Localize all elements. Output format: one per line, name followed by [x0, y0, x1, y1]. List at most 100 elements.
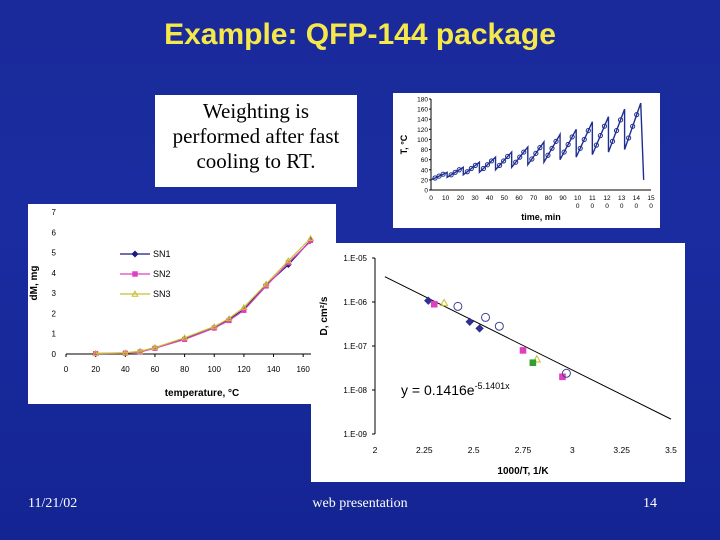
- temperature-marker: [609, 138, 616, 144]
- temperature-marker: [517, 154, 523, 160]
- x-tick-label: 20: [91, 365, 100, 374]
- series-marker-SN3: [262, 280, 270, 287]
- temperature-marker: [581, 136, 587, 143]
- data-point: [439, 298, 449, 307]
- y-tick-label: 60: [421, 157, 429, 164]
- x-tick-label: 2.5: [468, 445, 480, 455]
- temperature-time-chart: 0 20 40 60 80 100 120 140 160 180 0 10 20 30 40 50 60 70 8…: [393, 93, 660, 228]
- series-marker-SN3: [136, 347, 144, 354]
- series-marker-SN3: [307, 234, 315, 241]
- note-line: Weighting is: [202, 99, 310, 123]
- mass-gain-chart: 0 1 2 3 4 5 6 7 0 20 40 60 80 100 120 140 160 temperature…: [28, 204, 336, 404]
- note-box: Weighting is performed after fast coolin…: [155, 95, 357, 187]
- temperature-marker: [505, 153, 511, 160]
- y-tick-label: 40: [421, 167, 429, 174]
- footer-date: 11/21/02: [28, 496, 78, 511]
- x-tick-label: 60: [150, 365, 159, 374]
- x-tick-label: 160: [296, 365, 310, 374]
- temperature-marker: [545, 152, 551, 158]
- temperature-marker: [577, 145, 583, 151]
- data-point: [453, 301, 463, 311]
- x-axis-label: temperature, °C: [165, 388, 240, 399]
- series-marker-SN3: [240, 303, 248, 310]
- legend-marker-SN1: [131, 250, 139, 258]
- legend-label: SN3: [153, 289, 171, 299]
- temperature-marker: [626, 135, 632, 141]
- y-tick-label: 5: [52, 249, 57, 258]
- temperature-marker: [513, 159, 519, 165]
- y-tick-label: 6: [52, 228, 57, 237]
- x-tick-label: 70: [530, 195, 538, 202]
- y-tick-label: 1.E-09: [343, 430, 367, 439]
- x-tick-label: 15 0: [647, 195, 655, 210]
- data-point: [475, 324, 484, 333]
- y-tick-label: 1.E-08: [343, 386, 367, 395]
- series-line-SN1: [95, 239, 312, 355]
- x-tick-label: 2.25: [416, 445, 433, 455]
- legend-marker-SN2: [132, 271, 138, 277]
- note-line: performed after fast: [172, 124, 340, 148]
- data-point: [519, 347, 527, 354]
- data-point: [424, 296, 433, 305]
- temperature-marker: [488, 158, 495, 164]
- data-point: [481, 312, 491, 322]
- x-tick-label: 140: [267, 365, 281, 374]
- x-tick-label: 11 0: [589, 195, 596, 210]
- x-tick-label: 60: [515, 195, 523, 202]
- temperature-marker: [484, 162, 491, 168]
- x-tick-label: 13 0: [618, 195, 626, 210]
- legend-label: SN2: [153, 269, 171, 279]
- series-marker-SN3: [225, 314, 233, 322]
- series-marker-SN2: [308, 238, 314, 244]
- series-marker-SN3: [210, 322, 218, 330]
- temperature-marker: [464, 169, 470, 175]
- y-tick-label: 0: [424, 188, 428, 195]
- y-tick-label: 0: [52, 350, 57, 359]
- y-tick-label: 1.E-05: [343, 254, 367, 263]
- temperature-marker: [456, 167, 462, 173]
- x-tick-label: 80: [180, 365, 189, 374]
- x-tick-label: 40: [121, 365, 130, 374]
- x-tick-label: 2.75: [515, 445, 532, 455]
- x-tick-label: 20: [457, 195, 465, 202]
- x-tick-label: 30: [471, 195, 479, 202]
- y-tick-label: 2: [52, 309, 57, 318]
- legend-label: SN1: [153, 249, 171, 259]
- temperature-marker: [569, 134, 575, 140]
- footer-center: web presentation: [312, 496, 408, 511]
- temperature-marker: [634, 112, 640, 118]
- temperature-marker: [613, 127, 620, 134]
- x-tick-label: 80: [545, 195, 553, 202]
- series-marker-SN3: [151, 343, 159, 351]
- temperature-marker: [561, 149, 567, 155]
- temperature-marker: [501, 158, 507, 164]
- temperature-marker: [630, 123, 636, 129]
- x-tick-label: 100: [208, 365, 222, 374]
- temperature-marker: [597, 133, 603, 139]
- diffusion-chart: 1.E-05 1.E-06 1.E-07 1.E-08 1.E-09 2 2.25 2.5 2.…: [311, 243, 685, 482]
- x-tick-label: 120: [237, 365, 251, 374]
- temperature-marker: [440, 171, 446, 177]
- y-axis-label: T, °C: [399, 134, 409, 154]
- y-tick-label: 4: [52, 269, 57, 278]
- slide-title: Example: QFP-144 package: [164, 18, 556, 51]
- y-axis-label: dM, mg: [29, 266, 40, 301]
- temperature-marker: [472, 162, 478, 168]
- y-tick-label: 180: [417, 97, 428, 104]
- data-point: [430, 300, 438, 308]
- temperature-marker: [529, 156, 535, 162]
- series-marker-SN3: [284, 257, 292, 264]
- temperature-marker: [496, 162, 503, 168]
- x-tick-label: 3: [570, 445, 575, 455]
- temperature-line: [430, 102, 645, 181]
- x-tick-label: 3.5: [665, 445, 677, 455]
- data-point: [494, 321, 504, 331]
- y-tick-label: 20: [421, 177, 429, 184]
- diffusion-svg: 1.E-05 1.E-06 1.E-07 1.E-08 1.E-09 2 2.25 2.5 2.…: [319, 254, 677, 477]
- y-tick-label: 3: [52, 289, 57, 298]
- temperature-marker: [601, 123, 608, 129]
- slide-number: 14: [643, 496, 657, 511]
